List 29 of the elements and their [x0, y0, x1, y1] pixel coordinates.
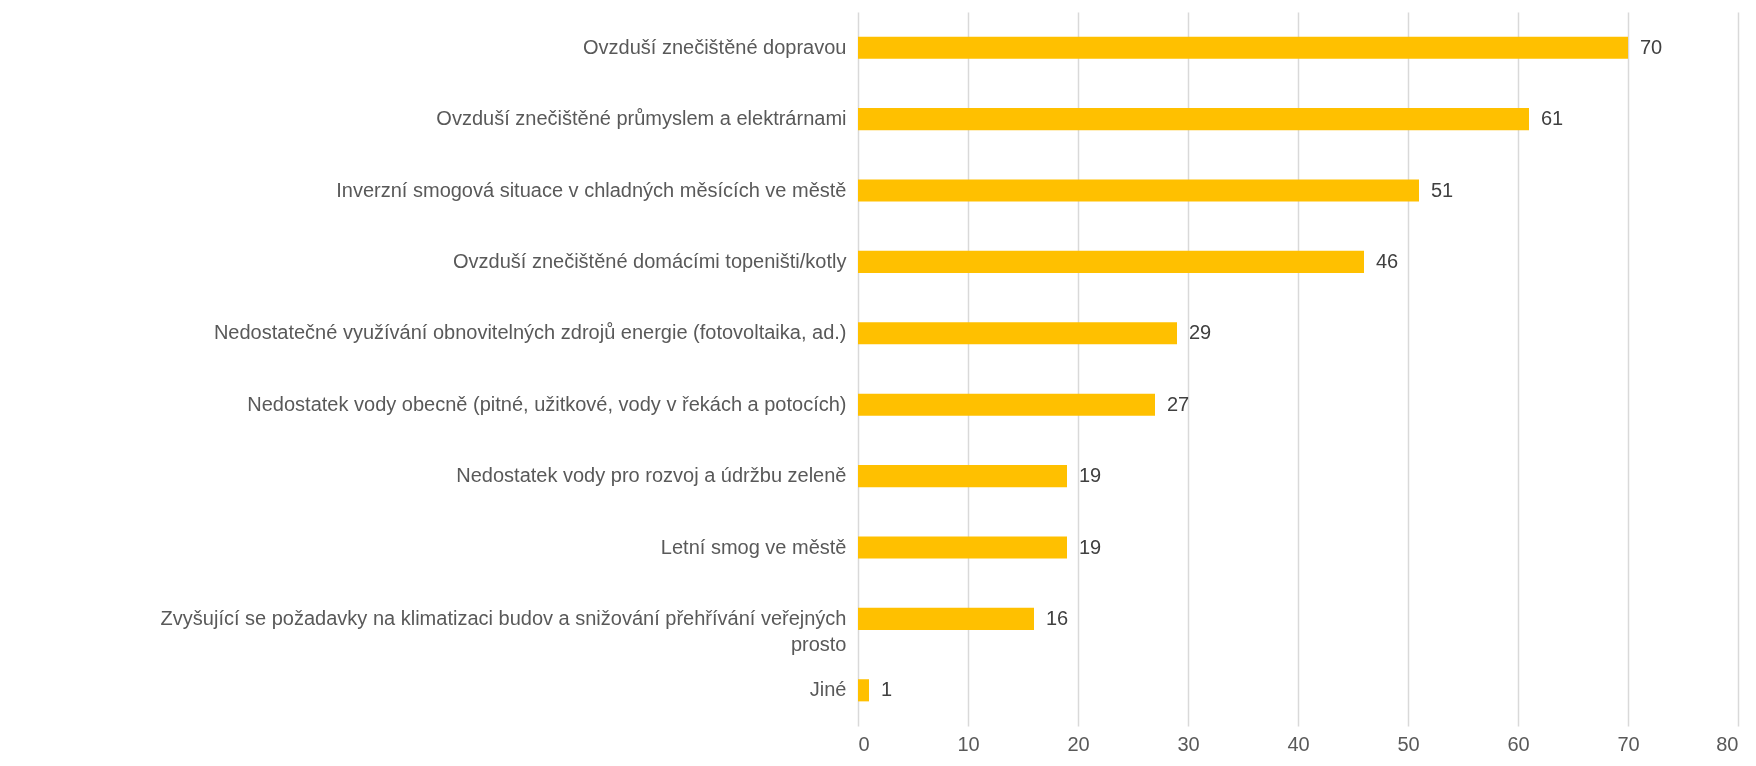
y-tick-label: Inverzní smogová situace v chladných měsících ve městě — [336, 178, 847, 201]
y-tick-label: Zvyšující se požadavky na klimatizaci budov a snižování přehřívání veřejných prosto — [160, 606, 847, 655]
y-tick-label: Ovzduší znečištěné domácími topeništi/kotly — [452, 249, 847, 272]
x-tick-label: 50 — [1397, 732, 1420, 755]
x-tick-label: 40 — [1287, 732, 1310, 755]
y-tick-label: Nedostatek vody obecně (pitné, užitkové, vody v řekách a potocích) — [247, 392, 847, 415]
x-tick-label: 0 — [858, 732, 870, 755]
x-tick-label: 60 — [1507, 732, 1530, 755]
data-label: 27 — [1167, 392, 1190, 415]
data-label: 46 — [1376, 249, 1399, 272]
y-tick-label: Ovzduší znečištěné průmyslem a elektrárnami — [436, 107, 847, 130]
y-tick-label: Ovzduší znečištěné dopravou — [583, 35, 847, 58]
data-label: 19 — [1079, 464, 1102, 487]
data-label: 61 — [1541, 107, 1564, 130]
data-label: 19 — [1079, 535, 1102, 558]
data-label: 70 — [1640, 35, 1663, 58]
data-label: 29 — [1189, 321, 1212, 344]
y-tick-label: Letní smog ve městě — [660, 535, 847, 558]
x-tick-label: 80 — [1716, 732, 1739, 755]
x-tick-label: 20 — [1067, 732, 1090, 755]
data-label: 16 — [1046, 606, 1069, 629]
y-tick-label: Nedostatek vody pro rozvoj a údržbu zeleně — [456, 464, 847, 487]
x-tick-label: 30 — [1177, 732, 1200, 755]
data-label: 1 — [881, 678, 893, 701]
y-tick-label: Jiné — [809, 678, 847, 701]
x-tick-label: 10 — [957, 732, 980, 755]
y-tick-label: Nedostatečné využívání obnovitelných zdrojů energie (fotovoltaika, ad.) — [213, 321, 847, 344]
x-tick-label: 70 — [1617, 732, 1640, 755]
data-label: 51 — [1431, 178, 1454, 201]
